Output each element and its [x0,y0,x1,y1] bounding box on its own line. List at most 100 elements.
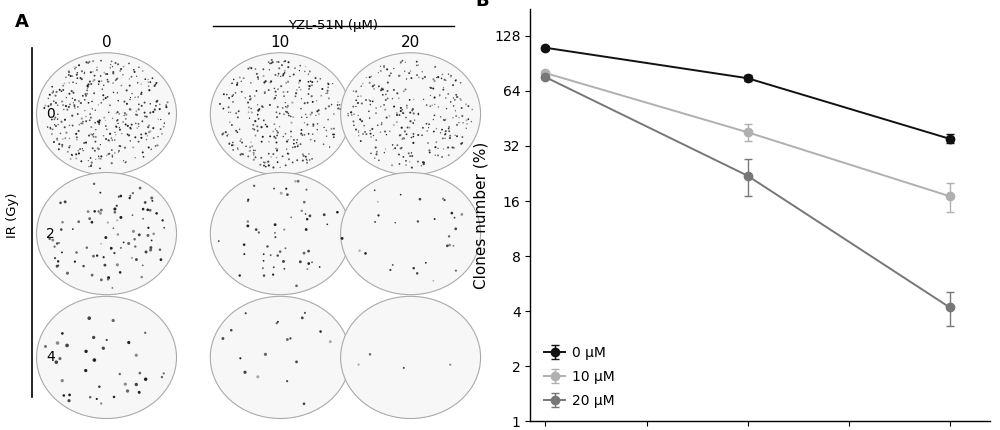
Point [395,109,411,116]
Point [250,74,266,81]
Point [391,151,407,158]
Point [440,71,456,77]
Point [416,159,432,166]
Point [404,107,420,114]
Point [50,102,66,109]
Point [90,101,106,108]
Point [389,90,405,97]
Point [397,86,413,93]
Point [144,237,160,244]
Point [231,108,247,115]
Point [298,156,314,163]
Point [128,120,144,127]
Point [108,110,124,117]
Point [55,136,71,143]
Text: YZL-51N (μM): YZL-51N (μM) [288,19,378,32]
Point [98,95,114,101]
Point [448,92,464,98]
Point [101,78,117,85]
Point [410,132,426,138]
Point [93,99,109,106]
Point [403,68,419,74]
Point [242,96,258,103]
Point [49,240,65,247]
Point [375,86,391,93]
Point [320,80,336,87]
Point [66,102,82,109]
Point [73,74,89,81]
Point [63,156,79,163]
Point [110,97,126,104]
Point [113,82,129,89]
Point [69,75,85,82]
Point [269,58,285,65]
Point [113,66,129,73]
Point [348,97,364,104]
Point [371,83,387,90]
Point [404,164,420,171]
Point [376,101,392,108]
Point [447,108,463,114]
Point [78,367,94,374]
Point [111,147,127,154]
Point [99,126,115,133]
Point [125,228,141,235]
Point [55,101,71,108]
Point [145,108,161,115]
Point [263,60,279,67]
Point [128,381,144,388]
Point [80,208,96,215]
Point [91,121,107,128]
Point [386,86,402,93]
Point [227,89,243,96]
Point [142,128,158,135]
Point [354,100,370,107]
Point [124,121,140,128]
Point [148,142,164,149]
Point [240,196,256,203]
Point [109,76,125,83]
Point [80,83,96,90]
Point [394,57,410,64]
Point [410,61,426,68]
Point [425,76,441,83]
Point [340,110,356,117]
Point [52,130,68,137]
Point [441,152,457,159]
Point [289,136,305,143]
Point [108,77,124,84]
Point [438,95,454,101]
Point [255,265,271,272]
Point [449,133,465,140]
Point [368,144,384,151]
Point [223,327,239,334]
Point [256,79,272,86]
Point [131,231,147,238]
Point [294,314,310,321]
Point [228,127,244,134]
Point [78,113,94,120]
Point [154,374,170,381]
Point [68,151,84,158]
Point [57,135,73,141]
Point [82,78,98,85]
Point [90,118,106,125]
Point [376,64,392,71]
Point [394,124,410,131]
Point [86,130,102,137]
Point [430,152,446,159]
Point [393,58,409,65]
Point [221,109,237,116]
Point [403,118,419,125]
Text: 4: 4 [46,350,55,364]
Point [293,95,309,102]
Point [293,141,309,147]
Point [161,111,177,117]
Point [98,234,114,241]
Point [254,124,270,131]
Point [240,153,256,160]
Point [407,117,423,124]
Point [108,131,124,138]
Point [53,118,69,125]
Point [158,101,174,108]
